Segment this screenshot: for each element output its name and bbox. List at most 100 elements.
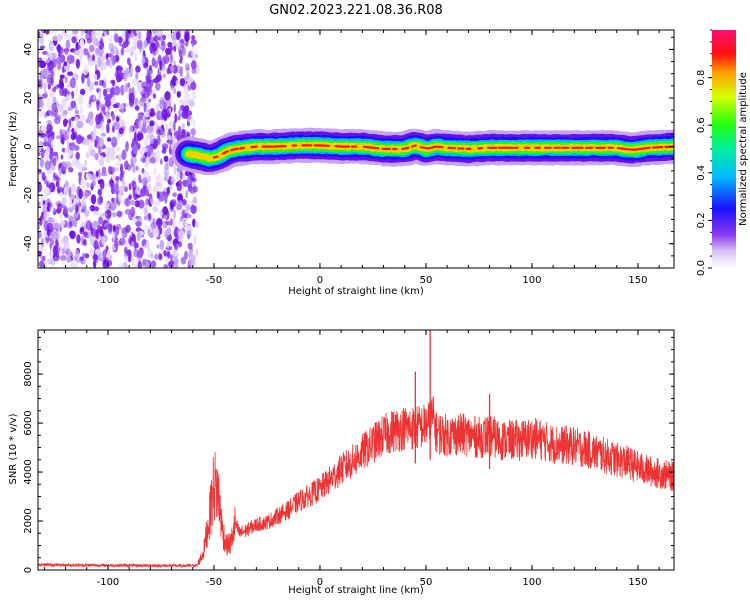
noise-blob xyxy=(169,156,173,168)
noise-blob xyxy=(38,142,41,153)
noise-blob xyxy=(94,64,98,75)
noise-blob xyxy=(71,159,77,167)
noise-blob xyxy=(140,262,147,267)
noise-blob xyxy=(75,58,81,69)
noise-blob xyxy=(52,52,57,59)
noise-blob xyxy=(47,60,55,71)
noise-blob xyxy=(143,206,148,217)
noise-blob xyxy=(171,134,177,145)
noise-blob xyxy=(179,78,186,87)
noise-blob xyxy=(69,230,76,238)
signal-peak-dash xyxy=(616,146,626,151)
noise-blob xyxy=(57,202,62,214)
noise-blob xyxy=(171,31,178,41)
noise-blob xyxy=(115,161,120,167)
noise-blob xyxy=(90,226,94,237)
noise-blob xyxy=(38,250,43,256)
noise-blob xyxy=(50,76,54,87)
noise-blob xyxy=(79,114,86,122)
colorbar: 0.0 0.2 0.4 0.6 0.8 Normalized spectral ampl… xyxy=(696,29,749,276)
noise-blob xyxy=(39,60,46,69)
noise-blob xyxy=(173,120,176,132)
noise-blob xyxy=(145,189,150,197)
noise-blob xyxy=(192,177,197,182)
noise-blob xyxy=(137,260,142,268)
signal-peak-dash xyxy=(641,146,651,150)
noise-blob xyxy=(97,57,101,68)
noise-blob xyxy=(179,58,183,64)
noise-blob xyxy=(75,84,79,95)
noise-blob xyxy=(80,30,84,36)
noise-blob xyxy=(94,248,101,255)
noise-blob xyxy=(113,183,120,192)
noise-blob xyxy=(134,123,138,134)
noise-blob xyxy=(139,147,144,158)
noise-blob xyxy=(182,179,189,187)
noise-blob xyxy=(161,108,168,120)
noise-blob xyxy=(172,249,179,257)
noise-blob xyxy=(110,202,117,211)
noise-blob xyxy=(83,48,89,56)
noise-blob xyxy=(105,224,112,229)
noise-blob xyxy=(44,175,47,184)
noise-blob xyxy=(155,149,161,156)
noise-blob xyxy=(68,149,73,156)
noise-blob xyxy=(69,220,72,228)
noise-blob xyxy=(99,79,103,87)
signal-peak-dash xyxy=(633,147,643,151)
noise-blob xyxy=(74,109,80,115)
noise-blob xyxy=(147,231,151,236)
noise-blob xyxy=(59,74,65,79)
noise-blob xyxy=(101,105,106,114)
noise-blob xyxy=(49,201,53,208)
noise-blob xyxy=(75,41,79,51)
noise-blob xyxy=(85,152,90,159)
noise-blob xyxy=(133,131,137,141)
noise-blob xyxy=(61,161,67,172)
noise-blob xyxy=(109,182,114,188)
noise-blob xyxy=(78,136,85,142)
noise-blob xyxy=(79,104,83,115)
noise-blob xyxy=(67,248,71,259)
noise-blob xyxy=(138,178,143,184)
noise-blob xyxy=(59,81,65,90)
noise-blob xyxy=(178,108,182,120)
snr-x-tick-label: -100 xyxy=(97,577,120,588)
noise-blob xyxy=(158,45,165,50)
noise-blob xyxy=(135,165,139,171)
noise-blob xyxy=(116,146,121,152)
noise-blob xyxy=(185,224,192,231)
noise-blob xyxy=(174,113,178,124)
noise-blob xyxy=(76,197,79,204)
noise-blob xyxy=(132,78,139,87)
noise-blob xyxy=(169,218,173,226)
noise-blob xyxy=(93,206,100,212)
noise-blob xyxy=(170,85,174,91)
noise-blob xyxy=(125,224,131,233)
noise-blob xyxy=(89,204,96,212)
noise-blob xyxy=(50,249,54,259)
noise-blob xyxy=(118,263,126,268)
noise-blob xyxy=(87,113,92,124)
noise-blob xyxy=(47,83,51,90)
noise-blob xyxy=(130,206,136,218)
noise-blob xyxy=(72,219,78,228)
noise-blob xyxy=(72,30,79,35)
noise-blob xyxy=(82,190,89,200)
noise-blob xyxy=(58,213,63,219)
noise-blob xyxy=(112,231,116,242)
noise-blob xyxy=(147,212,152,221)
noise-blob xyxy=(106,216,110,223)
noise-blob xyxy=(53,245,58,256)
noise-blob xyxy=(39,215,43,226)
noise-blob xyxy=(121,176,126,187)
noise-blob xyxy=(81,220,86,226)
noise-blob xyxy=(160,158,163,165)
noise-blob xyxy=(102,32,105,37)
noise-blob xyxy=(46,123,51,135)
noise-blob xyxy=(88,248,93,257)
noise-blob xyxy=(167,97,172,109)
noise-blob xyxy=(38,93,41,101)
noise-blob xyxy=(64,48,69,56)
noise-blob xyxy=(70,77,76,89)
